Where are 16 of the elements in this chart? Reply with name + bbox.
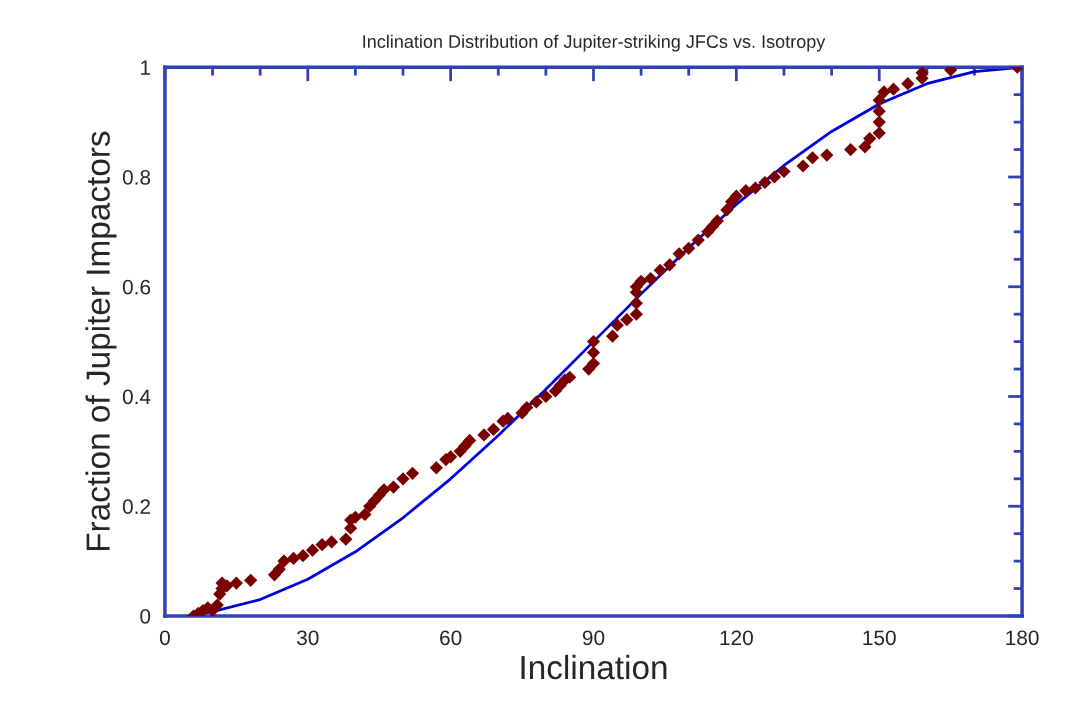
x-tick-label: 60 [440, 630, 462, 646]
y-tick-label: 0.2 [122, 499, 150, 514]
x-tick-label: 120 [720, 630, 753, 646]
y-axis-title: Fraction of Jupiter Impactors [85, 131, 117, 551]
x-tick-label: 180 [1006, 630, 1039, 646]
y-tick-label: 1 [141, 60, 151, 75]
x-tick-label: 150 [863, 630, 896, 646]
y-tick-label: 0.8 [122, 169, 151, 185]
chart-title: Inclination Distribution of Jupiter-striking JFCs vs. Isotropy [363, 34, 826, 52]
y-tick-label: 0.4 [122, 389, 151, 405]
x-tick-label: 30 [296, 630, 319, 646]
y-tick-label: 0.6 [122, 279, 151, 295]
y-tick-label: 0 [140, 609, 151, 624]
x-tick-label: 90 [582, 630, 605, 646]
x-axis-title: Inclination [521, 654, 667, 680]
x-tick-label: 0 [159, 630, 170, 646]
